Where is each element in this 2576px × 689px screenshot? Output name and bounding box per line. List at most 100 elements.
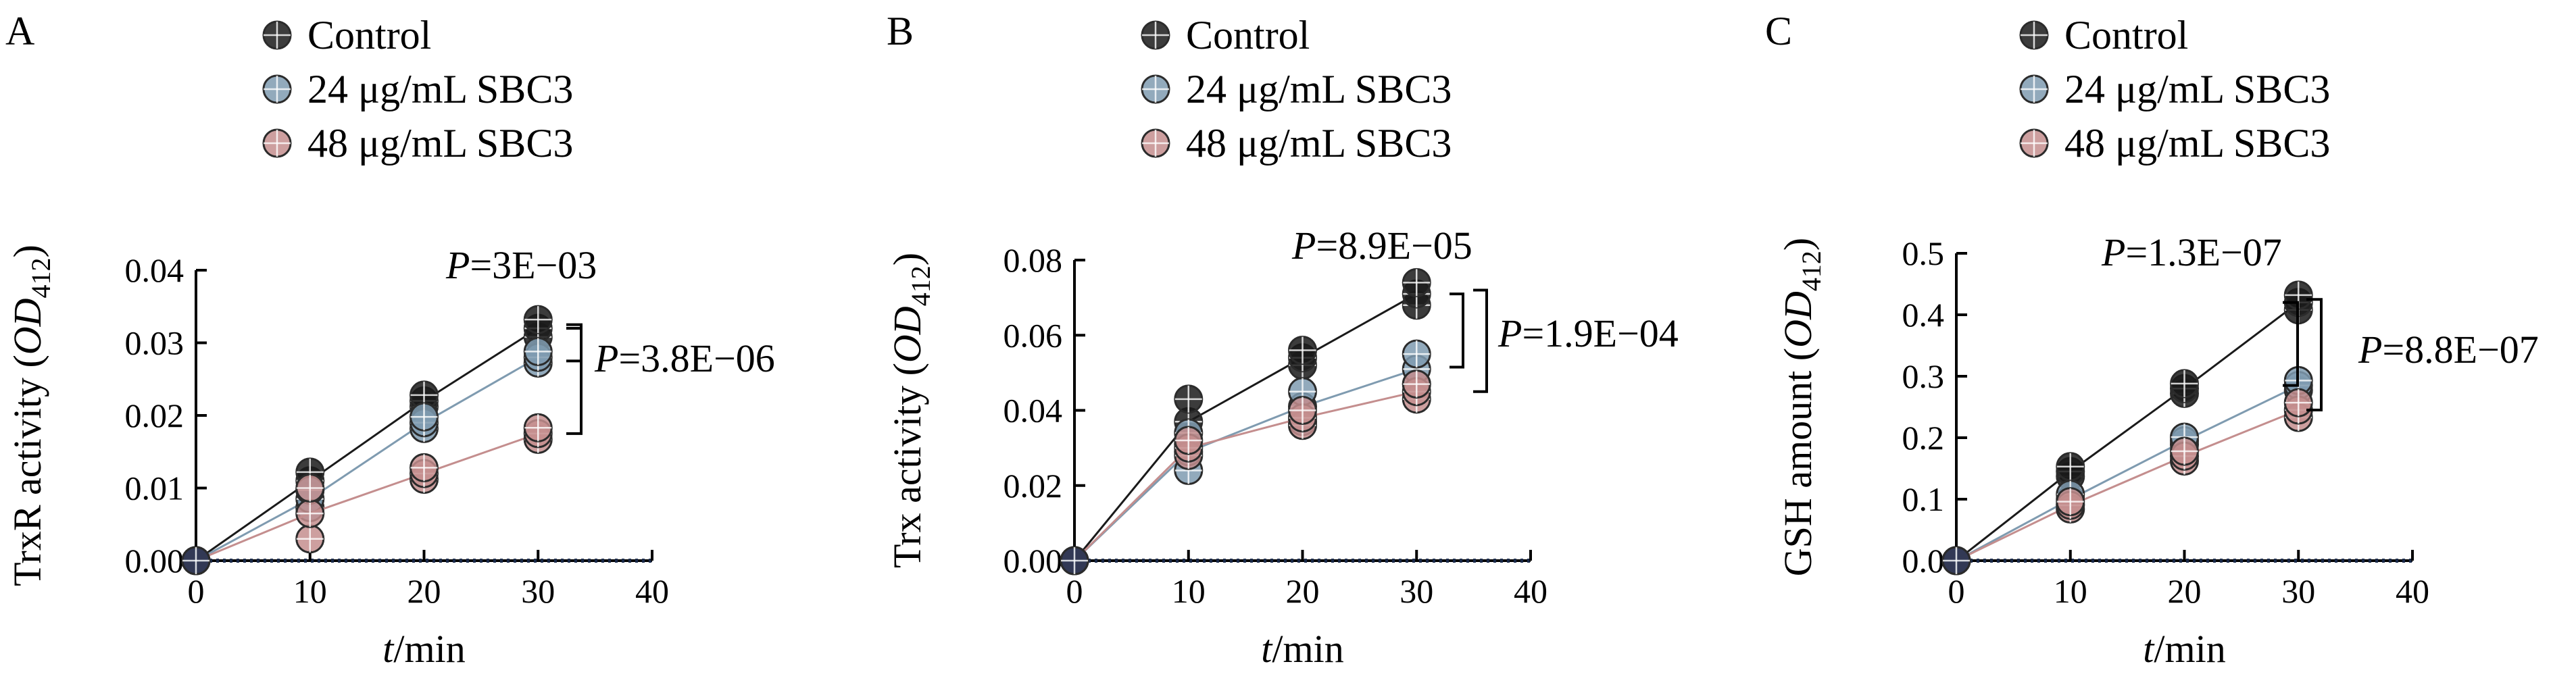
legend-item: Control (2019, 13, 2188, 57)
series-1 (181, 305, 553, 576)
y-tick-label: 0.2 (1902, 419, 1945, 457)
legend-marker (262, 128, 292, 158)
significance-bracket (2306, 298, 2323, 412)
x-tick-label: 40 (635, 572, 669, 610)
x-tick-label: 10 (293, 572, 327, 610)
origin-point (1941, 546, 1971, 576)
p-value-label: P=8.8E−07 (2358, 328, 2539, 372)
legend-marker (2019, 74, 2049, 104)
x-tick-label: 30 (521, 572, 555, 610)
x-tick-label: 0 (1948, 572, 1965, 610)
series-line (1956, 301, 2300, 562)
legend-label: 24 μg/mL SBC3 (1186, 67, 1452, 111)
legend-marker (1141, 128, 1170, 158)
series-3 (1060, 369, 1431, 576)
significance-bracket (2283, 301, 2299, 387)
data-point (2056, 452, 2085, 482)
legend-marker (1141, 74, 1170, 104)
panel-letter: B (887, 9, 914, 53)
panel-letter: C (1765, 9, 1792, 53)
series-line (195, 432, 539, 562)
y-tick-label: 0.01 (125, 469, 184, 507)
data-point (1288, 396, 1317, 425)
significance-bracket (566, 327, 583, 363)
legend-item: Control (262, 13, 431, 57)
legend-marker (2019, 128, 2049, 158)
y-tick-label: 0.08 (1004, 241, 1063, 279)
data-point (410, 402, 439, 432)
data-point (1402, 339, 1431, 369)
significance-bracket (1473, 288, 1488, 393)
origin-point (1060, 546, 1089, 576)
p-value-label: P=1.9E−04 (1497, 311, 1679, 355)
data-point (295, 474, 325, 503)
legend-marker (1141, 20, 1170, 50)
legend-item: 24 μg/mL SBC3 (2019, 67, 2330, 111)
y-axis-label: Trx activity (OD412) (885, 253, 936, 568)
x-tick-label: 0 (188, 572, 205, 610)
x-tick-label: 10 (2054, 572, 2087, 610)
y-tick-label: 0.5 (1902, 234, 1945, 272)
legend-marker (262, 74, 292, 104)
y-tick-label: 0.0 (1902, 542, 1945, 580)
legend-item: 48 μg/mL SBC3 (2019, 121, 2330, 165)
y-tick-label: 0.03 (125, 324, 184, 362)
x-tick-label: 30 (2281, 572, 2315, 610)
series-line (1073, 367, 1417, 562)
data-point (2170, 436, 2199, 466)
data-point (1402, 267, 1431, 297)
origin-point (181, 546, 211, 576)
data-point (1288, 336, 1317, 365)
y-tick-label: 0.00 (1004, 542, 1063, 580)
legend-label: 48 μg/mL SBC3 (2064, 121, 2330, 165)
legend-marker (2019, 20, 2049, 50)
y-tick-label: 0.02 (125, 397, 184, 434)
x-axis-label: t/min (1261, 627, 1343, 671)
data-point (295, 499, 325, 528)
legend-label: 24 μg/mL SBC3 (2064, 67, 2330, 111)
x-tick-label: 10 (1172, 572, 1206, 610)
data-point (295, 524, 325, 554)
y-tick-label: 0.00 (125, 542, 184, 580)
series-2 (1941, 365, 2313, 576)
legend-item: Control (1141, 13, 1310, 57)
y-tick-label: 0.04 (125, 251, 184, 289)
data-point (410, 453, 439, 482)
panel-a: A Control 24 μg/mL SBC3 48 μg/mL SBC3 0.00 0.… (5, 9, 775, 671)
x-tick-label: 30 (1400, 572, 1433, 610)
series-2 (181, 336, 553, 576)
legend-item: 48 μg/mL SBC3 (262, 121, 573, 165)
x-tick-label: 20 (407, 572, 441, 610)
series-line (195, 356, 539, 562)
data-point (523, 305, 553, 334)
series-line (1073, 390, 1417, 562)
legend-label: Control (2064, 13, 2188, 57)
data-point (1174, 426, 1204, 455)
y-tick-label: 0.4 (1902, 296, 1945, 334)
y-tick-label: 0.1 (1902, 480, 1945, 518)
y-tick-label: 0.02 (1004, 467, 1063, 505)
data-point (523, 336, 553, 366)
legend-label: Control (1186, 13, 1310, 57)
y-tick-label: 0.04 (1004, 392, 1063, 430)
series-2 (1060, 339, 1431, 576)
p-value-label: P=3E−03 (445, 243, 597, 287)
data-point (523, 413, 553, 442)
x-tick-label: 20 (1286, 572, 1320, 610)
legend-item: 48 μg/mL SBC3 (1141, 121, 1452, 165)
significance-bracket (566, 323, 583, 435)
y-axis-label: TrxR activity (OD412) (5, 245, 56, 586)
data-point (2283, 388, 2313, 417)
x-axis-label: t/min (382, 627, 465, 671)
x-tick-label: 40 (2396, 572, 2429, 610)
x-axis-label: t/min (2143, 627, 2225, 671)
series-3 (1941, 388, 2313, 576)
data-point (1174, 384, 1204, 414)
legend-marker (262, 20, 292, 50)
legend-label: 48 μg/mL SBC3 (1186, 121, 1452, 165)
series-3 (181, 413, 553, 576)
series-line (1956, 384, 2299, 562)
legend-label: 48 μg/mL SBC3 (307, 121, 573, 165)
panel-letter: A (5, 9, 34, 53)
